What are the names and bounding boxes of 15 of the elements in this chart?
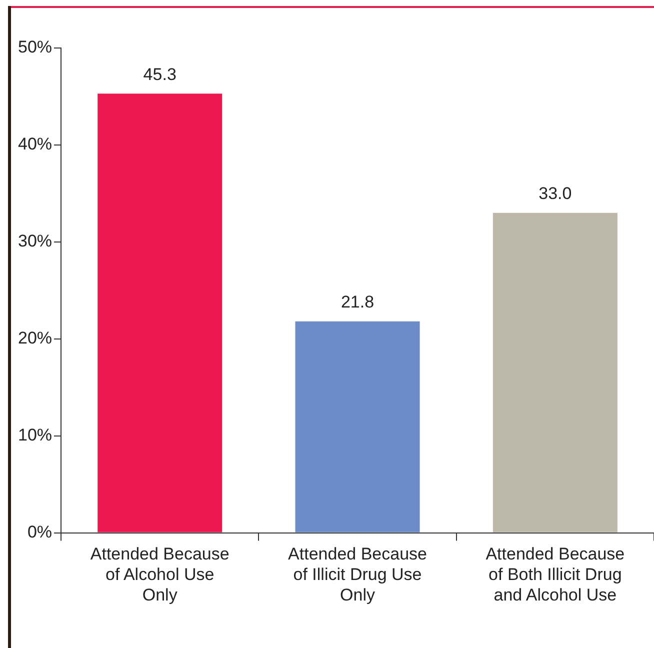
y-tick-label: 20% (18, 328, 52, 348)
y-tick-label: 50% (18, 38, 52, 57)
bar (295, 321, 420, 532)
data-label: 45.3 (143, 64, 176, 84)
x-tick-label: Attended Because of Alcohol Use Only (90, 544, 230, 604)
y-tick-label: 30% (18, 232, 52, 251)
y-tick-label: 10% (18, 426, 52, 445)
x-tick-label: Attended Because of Illicit Drug Use Only (288, 544, 427, 604)
bar (492, 212, 618, 532)
x-tick-label: Attended Because of Both Illicit Drug and Alcohol Use (486, 544, 625, 604)
y-tick-label: 0% (27, 522, 52, 542)
y-tick-label: 40% (18, 134, 52, 154)
bar (98, 94, 222, 532)
data-label: 33.0 (538, 184, 572, 204)
data-label: 21.8 (340, 292, 374, 312)
